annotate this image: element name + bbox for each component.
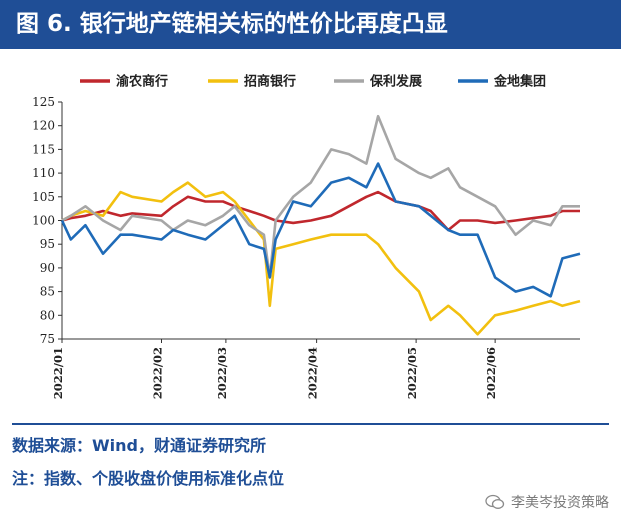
x-tick-label: 2022/01 — [51, 347, 65, 399]
x-tick-label: 2022/06 — [484, 347, 498, 399]
series-line — [61, 190, 580, 232]
series-line — [61, 114, 580, 279]
legend-label: 保利发展 — [369, 74, 423, 90]
x-tick-label: 2022/04 — [306, 347, 320, 399]
series-line — [60, 162, 581, 298]
y-tick-label: 75 — [40, 332, 55, 346]
footer-divider — [12, 423, 609, 425]
y-tick-label: 125 — [32, 95, 55, 109]
y-tick-label: 80 — [40, 308, 55, 322]
chart-legend: 渝农商行 招商银行 保利发展 金地集团 — [80, 74, 546, 90]
chart-area: 渝农商行 招商银行 保利发展 金地集团 75 80 85 90 95 100 105 110 115 1… — [0, 49, 621, 419]
method-note: 注：指数、个股收盘价使用标准化点位 — [12, 469, 285, 488]
series-line — [61, 181, 581, 336]
x-tick-label: 2022/03 — [215, 347, 229, 399]
line-chart: 渝农商行 招商银行 保利发展 金地集团 75 80 85 90 95 100 105 110 115 1… — [32, 74, 581, 399]
figure-title-banner: 图 6. 银行地产链相关标的性价比再度凸显 — [0, 0, 621, 49]
y-tick-label: 120 — [32, 119, 55, 133]
x-tick-label: 2022/05 — [405, 347, 419, 399]
figure-title: 图 6. 银行地产链相关标的性价比再度凸显 — [16, 11, 448, 37]
y-tick-label: 110 — [32, 166, 55, 180]
y-tick-label: 115 — [32, 142, 55, 156]
y-tick-label: 90 — [40, 261, 55, 275]
wechat-icon — [485, 494, 505, 509]
watermark: 李美岑投资策略 — [485, 492, 609, 512]
chart-axes: 75 80 85 90 95 100 105 110 115 120 125 2022/01 2022/… — [32, 95, 580, 399]
legend-label: 招商银行 — [244, 74, 296, 90]
y-tick-label: 100 — [32, 214, 55, 228]
y-tick-label: 105 — [32, 190, 55, 204]
y-tick-label: 85 — [40, 285, 55, 299]
source-note: 数据来源：Wind，财通证券研究所 — [12, 436, 266, 455]
legend-label: 金地集团 — [493, 74, 546, 90]
watermark-text: 李美岑投资策略 — [511, 495, 609, 511]
legend-label: 渝农商行 — [116, 74, 168, 90]
y-tick-label: 95 — [40, 237, 55, 251]
x-tick-label: 2022/02 — [151, 347, 165, 399]
chart-series — [60, 114, 581, 336]
